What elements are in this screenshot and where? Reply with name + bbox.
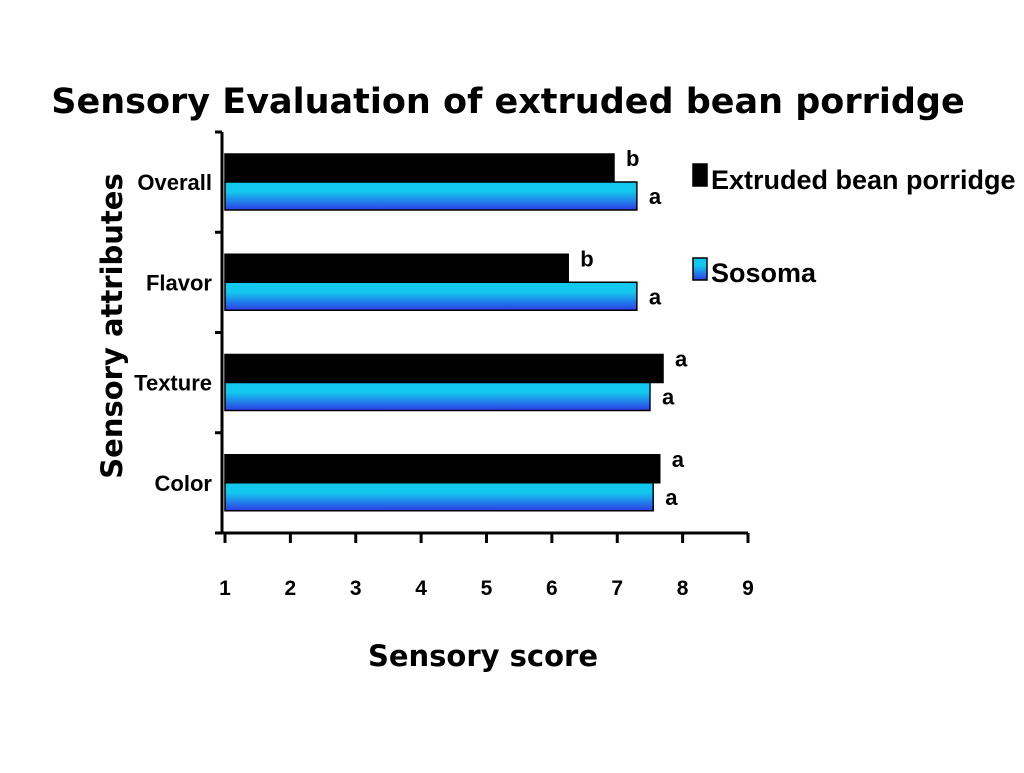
bar-sosoma — [224, 482, 654, 512]
category-label: Overall — [137, 170, 212, 195]
bar-extruded — [224, 253, 569, 283]
category-label: Texture — [134, 371, 212, 396]
legend-label: Sosoma — [711, 258, 817, 288]
significance-label: a — [649, 284, 662, 309]
legend: Extruded bean porridge Sosoma — [692, 163, 1016, 288]
bar-sosoma — [224, 281, 638, 311]
category-label: Flavor — [146, 270, 212, 295]
x-axis-title: Sensory score — [368, 639, 598, 673]
category-label: Color — [155, 471, 213, 496]
x-tick-label: 8 — [677, 577, 689, 600]
significance-label: b — [626, 146, 639, 171]
legend-swatch — [692, 163, 708, 187]
significance-label: a — [672, 447, 685, 472]
significance-label: a — [649, 184, 662, 209]
bar-sosoma — [224, 181, 638, 211]
legend-swatch — [692, 257, 708, 281]
bar-extruded — [224, 153, 615, 183]
bar-extruded — [224, 454, 661, 484]
x-tick-label: 5 — [481, 577, 493, 600]
significance-label: b — [580, 246, 593, 271]
significance-label: a — [662, 385, 675, 410]
x-tick-label: 9 — [742, 577, 754, 600]
bar-sosoma — [224, 381, 651, 412]
bar-extruded — [224, 353, 664, 384]
legend-label: Extruded bean porridge — [711, 165, 1016, 195]
chart-title: Sensory Evaluation of extruded bean porr… — [51, 82, 964, 122]
x-tick-label: 4 — [415, 577, 427, 600]
x-tick-label: 6 — [546, 577, 558, 600]
x-tick-label: 1 — [219, 577, 231, 600]
y-axis-title: Sensory attributes — [95, 173, 129, 478]
x-tick-label: 7 — [611, 577, 623, 600]
plot-area: 1 2 3 4 5 6 7 8 9OverallbaFlavorbaTextureaaColor… — [134, 130, 754, 600]
x-tick-label: 2 — [285, 577, 297, 600]
x-tick-label: 3 — [350, 577, 362, 600]
significance-label: a — [665, 485, 678, 510]
significance-label: a — [675, 347, 688, 372]
